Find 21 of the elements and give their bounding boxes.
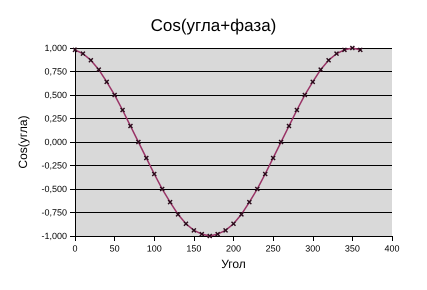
y-tick-label: 0,500 (44, 90, 67, 100)
y-tick-label: 1,000 (44, 43, 67, 53)
y-tick-label: -0,750 (41, 208, 67, 218)
x-tick-label: 250 (266, 244, 281, 254)
y-axis-title: Cos(угла) (16, 115, 30, 169)
x-tick-label: 200 (226, 244, 242, 254)
x-tick-label: 300 (305, 244, 320, 254)
x-tick-label: 100 (146, 244, 162, 254)
x-tick-label: 150 (186, 244, 202, 254)
x-tick-label: 50 (110, 244, 120, 254)
y-tick-label: 0,750 (44, 66, 67, 76)
x-tick-label: 400 (384, 244, 400, 254)
y-tick-label: -0,250 (41, 160, 67, 170)
chart-title: Cos(угла+фаза) (150, 16, 276, 35)
y-tick-label: -0,500 (41, 184, 67, 194)
y-tick-label: 0,000 (44, 137, 67, 147)
y-tick-label: 0,250 (44, 114, 67, 124)
x-axis-title: Угол (221, 257, 246, 271)
x-tick-label: 350 (344, 244, 360, 254)
x-tick-label: 0 (72, 244, 78, 254)
y-tick-label: -1,000 (41, 231, 67, 241)
